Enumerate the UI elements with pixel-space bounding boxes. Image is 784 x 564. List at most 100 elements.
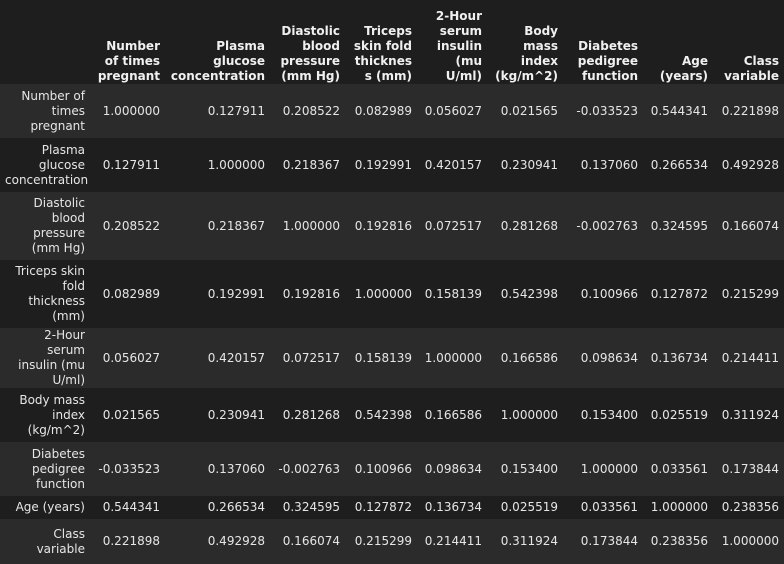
table-row: Triceps skin fold thickness (mm) 0.082989… — [0, 260, 784, 328]
table-cell: 0.056027 — [424, 103, 482, 118]
table-cell: 0.127911 — [102, 157, 160, 172]
column-header: Body mass index (kg/m^2) — [495, 24, 558, 83]
table-cell: 0.158139 — [424, 286, 482, 301]
table-cell: 0.214411 — [721, 350, 779, 365]
table-cell: 0.033561 — [650, 461, 708, 476]
table-cell: 1.000000 — [424, 350, 482, 365]
table-cell: 0.420157 — [207, 350, 265, 365]
table-cell: 0.324595 — [282, 500, 340, 514]
table-cell: 0.100966 — [580, 286, 638, 301]
table-cell: 0.033561 — [580, 500, 638, 514]
table-cell: 0.420157 — [424, 157, 482, 172]
table-cell: 0.218367 — [282, 157, 340, 172]
row-label: Class variable — [36, 526, 85, 556]
table-cell: 0.230941 — [207, 407, 265, 422]
table-cell: 1.000000 — [500, 407, 558, 422]
table-body: Number of times pregnant 1.000000 0.127911… — [0, 84, 784, 564]
column-header: Plasma glucose concentration — [170, 39, 265, 83]
table-cell: 0.166586 — [424, 407, 482, 422]
index-corner — [0, 0, 90, 84]
column-header: Number of times pregnant — [97, 39, 160, 83]
table-cell: 0.281268 — [282, 407, 340, 422]
table-cell: 0.192991 — [354, 157, 412, 172]
table-cell: 1.000000 — [207, 157, 265, 172]
row-label: Number of times pregnant — [21, 88, 85, 133]
table-cell: 0.281268 — [500, 218, 558, 233]
table-row: Plasma glucose concentration 0.127911 1.00… — [0, 138, 784, 192]
table-cell: 0.025519 — [650, 407, 708, 422]
column-header: Diabetes pedigree function — [577, 39, 638, 83]
table-cell: 0.098634 — [580, 350, 638, 365]
table-cell: 1.000000 — [580, 461, 638, 476]
table-cell: 1.000000 — [354, 286, 412, 301]
table-cell: 0.544341 — [650, 103, 708, 118]
table-cell: 0.311924 — [500, 534, 558, 548]
table-cell: 1.000000 — [282, 218, 340, 233]
table-cell: 0.158139 — [354, 350, 412, 365]
table-cell: 0.221898 — [721, 103, 779, 118]
table-cell: -0.002763 — [576, 218, 638, 233]
table-cell: 0.173844 — [580, 534, 638, 548]
row-label: Plasma glucose concentration — [5, 142, 89, 187]
table-cell: 0.153400 — [500, 461, 558, 476]
table-cell: 0.021565 — [500, 103, 558, 118]
table-cell: 0.215299 — [721, 286, 779, 301]
table-cell: 0.208522 — [282, 103, 340, 118]
table-header: Number of times pregnant Plasma glucose c… — [0, 0, 784, 84]
table-cell: 0.266534 — [650, 157, 708, 172]
table-cell: 0.072517 — [424, 218, 482, 233]
table-cell: 0.544341 — [102, 500, 160, 514]
table-cell: 0.021565 — [102, 407, 160, 422]
table-cell: 0.192816 — [282, 286, 340, 301]
row-label: Body mass index (kg/m^2) — [19, 392, 85, 437]
row-label: Diastolic blood pressure (mm Hg) — [31, 196, 85, 255]
table-cell: 0.492928 — [207, 534, 265, 548]
table-cell: 0.542398 — [354, 407, 412, 422]
table-cell: 0.056027 — [102, 350, 160, 365]
table-cell: 0.221898 — [102, 534, 160, 548]
row-label: Diabetes pedigree function — [31, 446, 85, 491]
header-row: Number of times pregnant Plasma glucose c… — [0, 0, 784, 84]
table-row: Diastolic blood pressure (mm Hg) 0.208522… — [0, 192, 784, 260]
table-cell: 0.127872 — [650, 286, 708, 301]
table-row: Class variable 0.221898 0.492928 0.166074 0.… — [0, 519, 784, 564]
table-cell: -0.002763 — [278, 461, 340, 476]
table-cell: 0.025519 — [500, 500, 558, 514]
table-cell: 0.173844 — [721, 461, 779, 476]
table-cell: 0.098634 — [424, 461, 482, 476]
table-cell: 0.136734 — [424, 500, 482, 514]
table-cell: 0.127911 — [207, 103, 265, 118]
column-header: Age (years) — [659, 54, 708, 83]
table-cell: 0.192816 — [354, 218, 412, 233]
table-cell: 0.100966 — [354, 461, 412, 476]
row-label: Age (years) — [15, 500, 85, 514]
column-header: Triceps skin fold thickness (mm) — [353, 24, 412, 83]
row-label: Triceps skin fold thickness (mm) — [15, 264, 85, 323]
table-cell: 0.072517 — [282, 350, 340, 365]
row-label: 2-Hour serum insulin (mu U/ml) — [18, 328, 85, 387]
table-cell: 0.238356 — [721, 500, 779, 514]
table-cell: -0.033523 — [576, 103, 638, 118]
table-cell: 0.266534 — [207, 500, 265, 514]
table-cell: 0.137060 — [580, 157, 638, 172]
table-cell: 1.000000 — [102, 103, 160, 118]
column-header: 2-Hour serum insulin (mu U/ml) — [435, 9, 482, 83]
table-cell: 0.208522 — [102, 218, 160, 233]
table-cell: 0.324595 — [650, 218, 708, 233]
table-cell: 0.218367 — [207, 218, 265, 233]
table-cell: 0.127872 — [354, 500, 412, 514]
column-header: Class variable — [724, 54, 779, 83]
table-cell: 0.166074 — [721, 218, 779, 233]
table-cell: -0.033523 — [98, 461, 160, 476]
table-cell: 0.192991 — [207, 286, 265, 301]
column-header: Diastolic blood pressure (mm Hg) — [280, 24, 340, 83]
table-cell: 0.230941 — [500, 157, 558, 172]
table-cell: 0.137060 — [207, 461, 265, 476]
table-cell: 0.492928 — [721, 157, 779, 172]
table-cell: 0.136734 — [650, 350, 708, 365]
table-cell: 1.000000 — [721, 534, 779, 548]
table-cell: 0.153400 — [580, 407, 638, 422]
table-cell: 0.082989 — [102, 286, 160, 301]
table-cell: 0.542398 — [500, 286, 558, 301]
